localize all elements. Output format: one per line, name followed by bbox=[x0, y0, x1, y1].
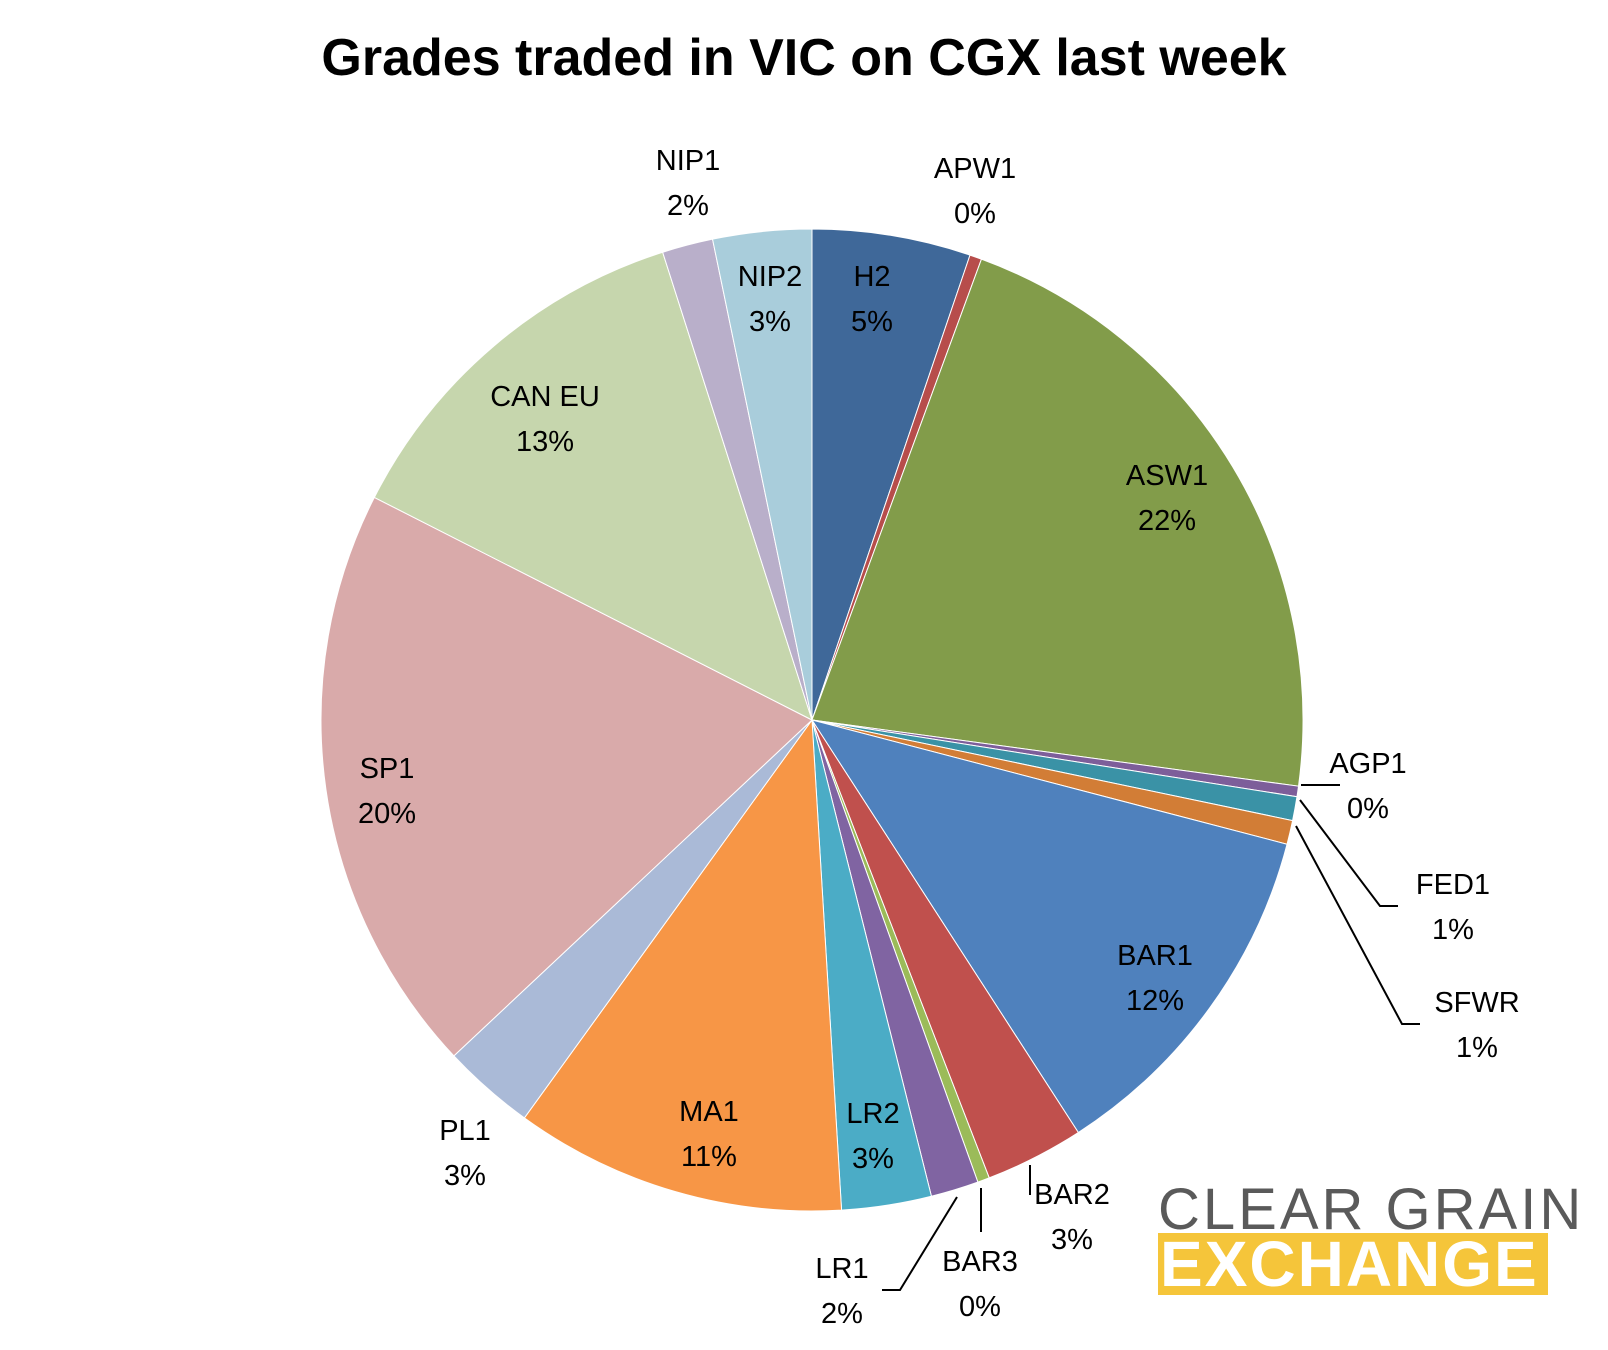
pie-slice-ma1 bbox=[523, 718, 843, 1212]
slice-label-pct-lr2: 3% bbox=[852, 1143, 894, 1175]
slice-label-name-nip1: NIP1 bbox=[656, 145, 720, 177]
slice-label-name-bar1: BAR1 bbox=[1117, 940, 1193, 972]
slice-label-name-fed1: FED1 bbox=[1416, 869, 1490, 901]
pie-slice-can-eu bbox=[373, 251, 813, 721]
slice-label-fed1: FED1 1% bbox=[1416, 869, 1490, 946]
slice-label-pct-bar3: 0% bbox=[959, 1291, 1001, 1323]
slice-label-nip1: NIP1 2% bbox=[656, 145, 720, 222]
pie-slice-bar1 bbox=[810, 719, 1288, 1134]
slice-label-apw1: APW1 0% bbox=[934, 153, 1016, 230]
slice-label-name-ma1: MA1 bbox=[679, 1096, 739, 1128]
slice-label-name-sp1: SP1 bbox=[360, 753, 415, 785]
slice-label-pct-apw1: 0% bbox=[954, 198, 996, 230]
slice-label-name-bar3: BAR3 bbox=[942, 1246, 1018, 1278]
slice-label-bar2: BAR2 3% bbox=[1034, 1179, 1110, 1256]
slice-label-ma1: MA1 11% bbox=[679, 1096, 739, 1173]
slice-label-name-sfwr: SFWR bbox=[1434, 987, 1519, 1019]
slice-label-pct-bar2: 3% bbox=[1051, 1224, 1093, 1256]
slice-label-sp1: SP1 20% bbox=[358, 753, 416, 830]
slice-label-name-lr2: LR2 bbox=[846, 1098, 899, 1130]
chart-title: Grades traded in VIC on CGX last week bbox=[321, 29, 1287, 87]
slice-label-name-bar2: BAR2 bbox=[1034, 1179, 1110, 1211]
slice-label-pct-pl1: 3% bbox=[444, 1160, 486, 1192]
slice-label-pct-sfwr: 1% bbox=[1456, 1032, 1498, 1064]
pie-slice-sp1 bbox=[320, 496, 813, 1057]
slice-label-pct-fed1: 1% bbox=[1432, 914, 1474, 946]
slice-label-pl1: PL1 3% bbox=[439, 1115, 491, 1192]
leader-line-sfwr bbox=[1295, 825, 1420, 1025]
logo-text-clear-grain: CLEAR GRAIN bbox=[1158, 1177, 1585, 1242]
slice-label-h2: H2 5% bbox=[851, 261, 893, 338]
slice-label-pct-bar1: 12% bbox=[1126, 985, 1184, 1017]
slice-label-pct-sp1: 20% bbox=[358, 798, 416, 830]
slice-label-name-agp1: AGP1 bbox=[1329, 748, 1406, 780]
logo-text-exchange: EXCHANGE bbox=[1158, 1232, 1548, 1296]
slice-label-can-eu: CAN EU 13% bbox=[490, 381, 600, 458]
slice-label-name-apw1: APW1 bbox=[934, 153, 1016, 185]
slice-label-sfwr: SFWR 1% bbox=[1434, 987, 1519, 1064]
slice-label-nip2: NIP2 3% bbox=[738, 261, 802, 338]
leader-line-fed1 bbox=[1299, 799, 1398, 907]
slice-label-pct-agp1: 0% bbox=[1347, 793, 1389, 825]
slice-label-lr2: LR2 3% bbox=[846, 1098, 899, 1175]
slice-label-pct-h2: 5% bbox=[851, 306, 893, 338]
pie-slice-h2 bbox=[811, 228, 971, 721]
slice-label-name-pl1: PL1 bbox=[439, 1115, 491, 1147]
slice-label-pct-ma1: 11% bbox=[681, 1141, 737, 1173]
leader-line-lr1 bbox=[882, 1196, 958, 1291]
slice-label-asw1: ASW1 22% bbox=[1126, 460, 1208, 537]
slice-label-pct-asw1: 22% bbox=[1138, 505, 1196, 537]
slice-label-pct-lr1: 2% bbox=[821, 1298, 863, 1330]
slice-label-name-lr1: LR1 bbox=[815, 1253, 868, 1285]
slice-label-name-can-eu: CAN EU bbox=[490, 381, 600, 413]
slice-label-pct-nip1: 2% bbox=[667, 190, 709, 222]
slice-label-name-nip2: NIP2 bbox=[738, 261, 802, 293]
pie-slice-nip2 bbox=[711, 228, 813, 721]
slice-label-name-h2: H2 bbox=[853, 261, 890, 293]
slice-label-bar1: BAR1 12% bbox=[1117, 940, 1193, 1017]
slice-label-pct-can-eu: 13% bbox=[516, 426, 574, 458]
slice-label-bar3: BAR3 0% bbox=[942, 1246, 1018, 1323]
slice-label-lr1: LR1 2% bbox=[815, 1253, 868, 1330]
slice-label-agp1: AGP1 0% bbox=[1329, 748, 1406, 825]
pie-slice-asw1 bbox=[811, 258, 1304, 787]
slice-label-name-asw1: ASW1 bbox=[1126, 460, 1208, 492]
slice-label-pct-nip2: 3% bbox=[749, 306, 791, 338]
